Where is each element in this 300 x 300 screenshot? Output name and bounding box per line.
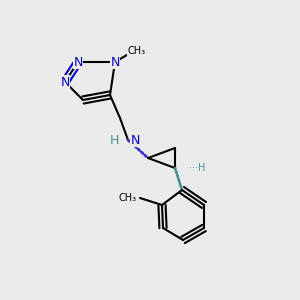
Text: ···H: ···H: [190, 163, 206, 173]
Text: CH₃: CH₃: [128, 46, 146, 56]
Text: N: N: [131, 134, 140, 146]
Text: N: N: [110, 56, 120, 68]
Text: N: N: [60, 76, 70, 88]
Text: H: H: [110, 134, 119, 146]
Text: CH₃: CH₃: [119, 193, 137, 203]
Text: N: N: [73, 56, 83, 68]
